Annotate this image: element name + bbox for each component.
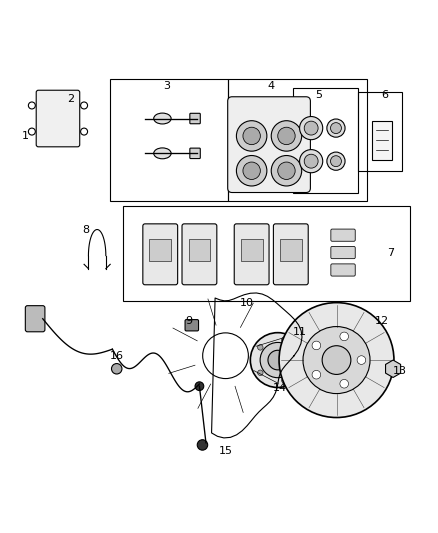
Bar — [228, 79, 367, 201]
Circle shape — [271, 156, 302, 186]
Bar — [280, 239, 302, 261]
Circle shape — [258, 345, 263, 350]
Text: 2: 2 — [67, 94, 74, 104]
Circle shape — [237, 156, 267, 186]
FancyBboxPatch shape — [190, 114, 200, 124]
Circle shape — [260, 342, 295, 378]
Circle shape — [81, 102, 88, 109]
Bar — [123, 206, 410, 301]
FancyBboxPatch shape — [331, 246, 355, 259]
Text: 1: 1 — [22, 131, 29, 141]
Ellipse shape — [154, 148, 171, 159]
Circle shape — [237, 120, 267, 151]
Circle shape — [243, 127, 260, 144]
Text: 13: 13 — [392, 366, 406, 376]
Circle shape — [357, 356, 366, 365]
FancyBboxPatch shape — [234, 224, 269, 285]
Circle shape — [278, 127, 295, 144]
Text: 16: 16 — [110, 351, 124, 361]
Bar — [110, 79, 228, 201]
Text: 10: 10 — [240, 298, 254, 309]
Circle shape — [327, 152, 345, 170]
Circle shape — [300, 117, 323, 140]
Text: 9: 9 — [185, 316, 192, 326]
Text: 12: 12 — [375, 316, 389, 326]
Ellipse shape — [154, 113, 171, 124]
Text: 4: 4 — [268, 81, 275, 91]
FancyBboxPatch shape — [182, 224, 217, 285]
Circle shape — [303, 327, 370, 393]
Bar — [372, 120, 392, 160]
Circle shape — [300, 150, 323, 173]
Circle shape — [279, 303, 394, 417]
Text: 7: 7 — [387, 248, 395, 259]
FancyBboxPatch shape — [143, 224, 178, 285]
Circle shape — [340, 379, 349, 388]
Bar — [293, 88, 358, 192]
Bar — [188, 239, 210, 261]
Circle shape — [304, 154, 318, 168]
Circle shape — [331, 156, 342, 167]
FancyBboxPatch shape — [185, 320, 198, 331]
Bar — [149, 239, 171, 261]
Text: 14: 14 — [273, 383, 287, 393]
Bar — [358, 92, 402, 171]
Circle shape — [271, 120, 302, 151]
Text: 11: 11 — [293, 327, 307, 337]
Circle shape — [282, 378, 287, 383]
Text: 3: 3 — [163, 81, 170, 91]
Circle shape — [197, 440, 208, 450]
Circle shape — [304, 121, 318, 135]
FancyBboxPatch shape — [331, 264, 355, 276]
Circle shape — [112, 364, 122, 374]
Bar — [241, 239, 262, 261]
FancyBboxPatch shape — [273, 224, 308, 285]
Circle shape — [340, 332, 349, 341]
Circle shape — [243, 162, 260, 180]
Text: 8: 8 — [83, 224, 90, 235]
Circle shape — [312, 370, 321, 379]
FancyBboxPatch shape — [36, 90, 80, 147]
Circle shape — [327, 119, 345, 137]
FancyBboxPatch shape — [190, 148, 200, 158]
Circle shape — [258, 370, 263, 375]
Circle shape — [282, 337, 287, 342]
Text: 5: 5 — [316, 90, 323, 100]
Circle shape — [28, 128, 35, 135]
Circle shape — [312, 341, 321, 350]
Text: 6: 6 — [381, 90, 388, 100]
Circle shape — [251, 333, 305, 387]
Circle shape — [268, 350, 288, 370]
Polygon shape — [385, 360, 401, 377]
Circle shape — [81, 128, 88, 135]
FancyBboxPatch shape — [25, 305, 45, 332]
FancyBboxPatch shape — [228, 97, 311, 192]
Text: 15: 15 — [219, 447, 233, 456]
FancyBboxPatch shape — [331, 229, 355, 241]
Circle shape — [195, 382, 204, 391]
Circle shape — [331, 123, 342, 134]
Circle shape — [297, 357, 302, 363]
Circle shape — [322, 346, 351, 375]
Circle shape — [278, 162, 295, 180]
Circle shape — [28, 102, 35, 109]
